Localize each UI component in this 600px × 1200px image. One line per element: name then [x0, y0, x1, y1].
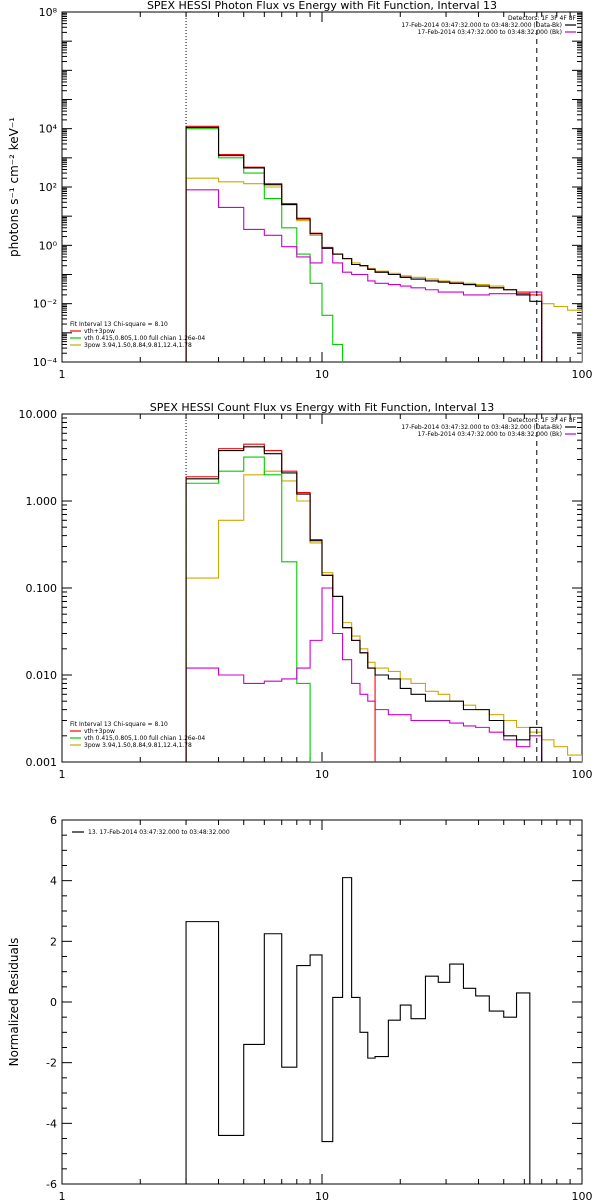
count-flux-plot: 1 10 100 0.001 0.010 0.100 1.000 10.000 SPEX HES… — [19, 401, 593, 781]
y-tick-label: 10⁻² — [33, 298, 57, 311]
x-tick-label: 10 — [315, 1190, 329, 1200]
series-vth-line — [185, 128, 344, 362]
y-tick-label: 0 — [50, 996, 57, 1009]
legend-label: 17-Feb-2014 03:47:32.000 to 03:48:32.000… — [418, 431, 562, 438]
x-tick-label: 100 — [572, 768, 593, 781]
data-layer — [185, 877, 531, 1184]
chart-title: SPEX HESSI Photon Flux vs Energy with Fi… — [147, 0, 497, 12]
photon-flux-plot: 1 10 100 10⁻⁴ 10⁻² 10⁰ 10² 10⁴ 10⁸ SPEX HESSI Pho… — [7, 0, 593, 381]
x-tick-label: 1 — [59, 1190, 66, 1200]
legend-label: 3pow 3.94,1.50,8.84,9.81,12.4,1.78 — [84, 742, 192, 749]
x-tick-label: 10 — [315, 368, 329, 381]
legend-header: Detectors: 1F 3F 4F 8F — [508, 417, 577, 424]
y-tick-label: 10⁻⁴ — [33, 356, 58, 369]
y-tick-label: 10⁸ — [39, 6, 58, 19]
data-layer — [185, 125, 582, 362]
x-tick-label: 1 — [59, 368, 66, 381]
y-tick-label: -4 — [46, 1117, 57, 1130]
y-tick-label: -2 — [46, 1057, 57, 1070]
x-tick-label: 10 — [315, 768, 329, 781]
series-pow-line — [185, 470, 582, 762]
legend-header: Detectors: 1F 3F 4F 8F — [508, 15, 577, 22]
x-tick-label: 1 — [59, 768, 66, 781]
y-tick-label: 10⁰ — [39, 239, 58, 252]
y-tick-label: 10⁴ — [39, 123, 58, 136]
y-tick-label: 2 — [50, 935, 57, 948]
chart-title: SPEX HESSI Count Flux vs Energy with Fit… — [150, 401, 494, 414]
legend-label: vth+3pow — [84, 728, 115, 735]
data-layer — [185, 443, 582, 762]
y-tick-label: 10.000 — [19, 408, 58, 421]
legend-label: 17-Feb-2014 03:47:32.000 to 03:48:32.000… — [401, 424, 562, 431]
y-tick-label: 10² — [39, 181, 57, 194]
y-axis-label: Normalized Residuals — [7, 938, 21, 1067]
series-total-line — [185, 125, 543, 362]
legend-header: Fit Interval 13 Chi-square = 8.10 — [70, 321, 168, 328]
series-data_bk-line — [185, 446, 543, 762]
series-residuals-line — [185, 877, 531, 1184]
y-tick-label: 6 — [50, 814, 57, 827]
y-tick-label: 1.000 — [26, 495, 58, 508]
legend-label: 17-Feb-2014 03:47:32.000 to 03:48:32.000… — [418, 29, 562, 36]
y-tick-label: 4 — [50, 875, 57, 888]
series-pow-line — [185, 177, 582, 362]
y-axis-label: photons s⁻¹ cm⁻² keV⁻¹ — [7, 117, 21, 257]
residuals-plot: 1 10 100 -6 -4 -2 0 2 4 6 Normalized Residuals 13. … — [7, 814, 593, 1200]
x-tick-label: 100 — [572, 1190, 593, 1200]
legend-label: 13. 17-Feb-2014 03:47:32.000 to 03:48:32… — [88, 829, 230, 836]
y-tick-label: 0.001 — [26, 756, 58, 769]
series-data_bk-line — [185, 126, 543, 362]
series-bk-line — [185, 189, 543, 362]
y-tick-label: -6 — [46, 1178, 57, 1191]
x-tick-label: 100 — [572, 368, 593, 381]
legend-label: vth 0.415,0.805,1.00 full chian 1.26e-04 — [84, 735, 205, 742]
series-bk-line — [185, 587, 543, 762]
legend-label: 17-Feb-2014 03:47:32.000 to 03:48:32.000… — [401, 22, 562, 29]
y-tick-label: 0.100 — [26, 582, 58, 595]
y-tick-label: 0.010 — [26, 669, 58, 682]
series-vth-line — [185, 456, 323, 762]
legend-label: 3pow 3.94,1.50,8.84,9.81,12.4,1.78 — [84, 342, 192, 349]
legend-label: vth+3pow — [84, 328, 115, 335]
legend-label: vth 0.415,0.805,1.00 full chian 1.26e-04 — [84, 335, 205, 342]
legend-header: Fit Interval 13 Chi-square = 8.10 — [70, 721, 168, 728]
